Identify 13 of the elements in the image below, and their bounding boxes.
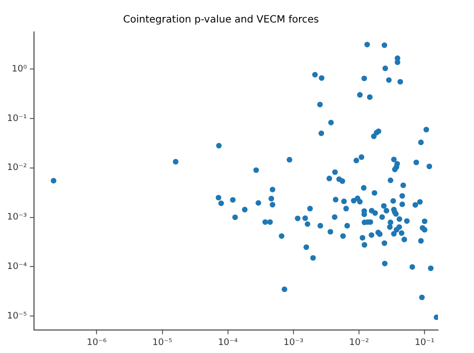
- x-tick-label: 10⁻⁵: [152, 338, 173, 348]
- chart-title: Cointegration p-value and VECM forces: [123, 14, 319, 26]
- x-tick-label: 10⁻³: [284, 338, 304, 348]
- y-tick-label: 10⁻⁵: [7, 312, 28, 322]
- y-tick-label: 10⁻²: [7, 163, 28, 174]
- x-tick-label: 10⁻⁴: [218, 338, 238, 348]
- y-tick-label: 10⁻³: [7, 212, 28, 223]
- x-tick-label: 10⁻²: [349, 338, 370, 348]
- y-tick-label: 10⁻¹: [7, 114, 28, 124]
- y-tick-label: 10⁻⁴: [7, 262, 28, 272]
- x-tick-label: 10⁻¹: [414, 338, 435, 348]
- y-tick-label: 10⁰: [12, 64, 28, 74]
- x-tick-label: 10⁻⁶: [86, 338, 107, 348]
